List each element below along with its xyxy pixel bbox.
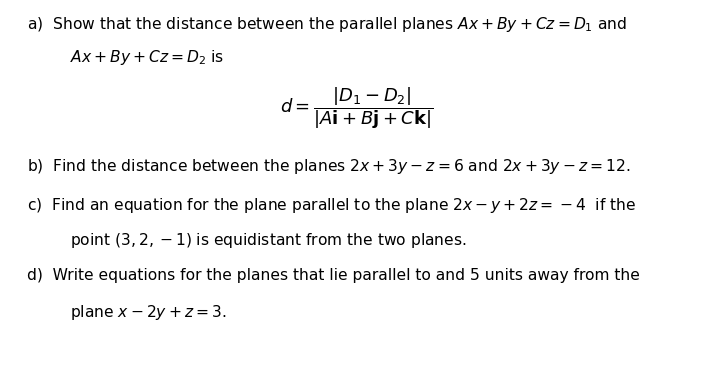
Text: b)  Find the distance between the planes $2x + 3y - z = 6$ and $2x + 3y - z = 12: b) Find the distance between the planes … [27,157,630,176]
Text: $d = \dfrac{|D_1 - D_2|}{|A\mathbf{i} + B\mathbf{j} + C\mathbf{k}|}$: $d = \dfrac{|D_1 - D_2|}{|A\mathbf{i} + … [279,85,434,131]
Text: plane $x - 2y + z = 3$.: plane $x - 2y + z = 3$. [70,303,226,322]
Text: a)  Show that the distance between the parallel planes $Ax + By + Cz = D_1$ and: a) Show that the distance between the pa… [27,15,627,34]
Text: d)  Write equations for the planes that lie parallel to and 5 units away from th: d) Write equations for the planes that l… [27,268,640,283]
Text: c)  Find an equation for the plane parallel to the plane $2x - y + 2z = -4$  if : c) Find an equation for the plane parall… [27,196,636,215]
Text: point $(3, 2, -1)$ is equidistant from the two planes.: point $(3, 2, -1)$ is equidistant from t… [70,231,466,250]
Text: $Ax + By + Cz = D_2$ is: $Ax + By + Cz = D_2$ is [70,48,224,67]
